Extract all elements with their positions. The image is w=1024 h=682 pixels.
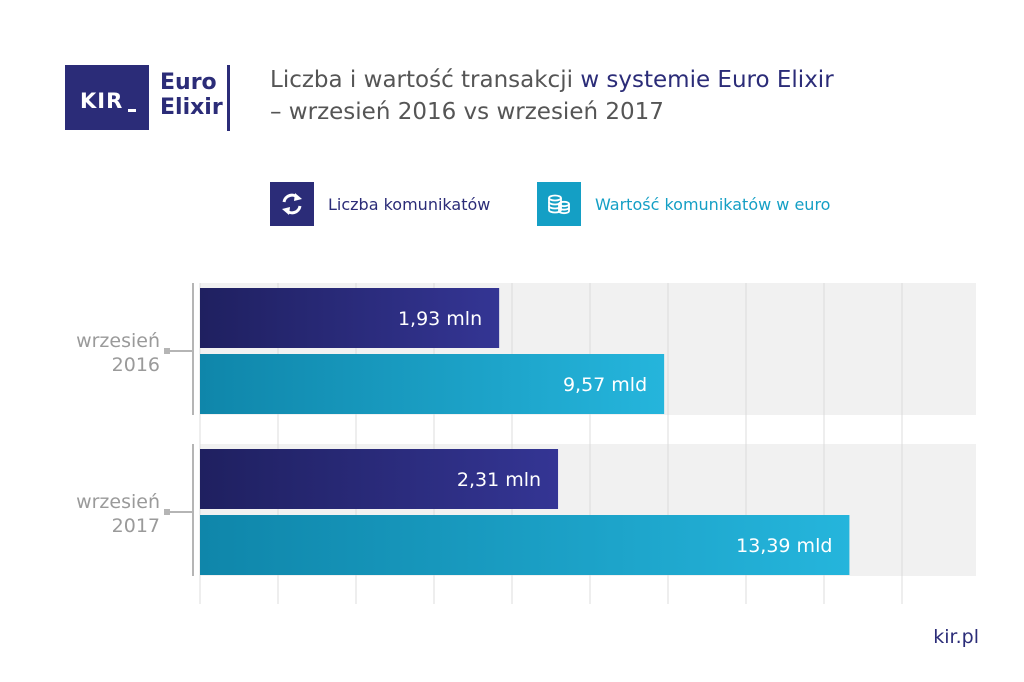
title-line-1-plain: Liczba i wartość transakcji [270,67,581,93]
category-label-line1: wrzesień [76,330,160,352]
kir-logo-dash [128,109,136,112]
bar-count [200,449,559,509]
bar-data-label: 1,93 mln [398,308,482,330]
logo-divider [227,65,230,131]
bar-count [200,288,500,348]
legend-label-value: Wartość komunikatów w euro [595,194,831,214]
category-marker [164,348,170,354]
category-marker [164,509,170,515]
title-line-1-accent: w systemie Euro Elixir [580,67,834,93]
legend-label-count: Liczba komunikatów [328,194,491,214]
logo-euro-text: Euro [160,70,217,95]
coins-stack-icon [537,182,581,226]
legend-item-count: Liczba komunikatów [270,182,490,226]
footer-url[interactable]: kir.pl [933,626,979,648]
bar-data-label: 2,31 mln [457,469,541,491]
legend-item-value: Wartość komunikatów w euro [537,182,830,226]
bar-data-label: 13,39 mld [736,535,832,557]
category-label-line1: wrzesień [76,491,160,513]
bar-data-label: 9,57 mld [563,374,647,396]
kir-logo: KIR [65,65,149,130]
arrows-exchange-icon [270,182,314,226]
title-line-1: Liczba i wartość transakcji w systemie E… [270,64,834,96]
logo-elixir-text: Elixir [160,95,223,120]
category-label-line2: 2016 [112,354,160,376]
kir-logo-text: KIR [80,89,124,113]
category-label-line2: 2017 [112,515,160,537]
euro-elixir-logo: Euro Elixir [160,70,223,120]
bar-value [200,354,665,414]
title-line-2: – wrzesień 2016 vs wrzesień 2017 [270,99,664,125]
page-title: Liczba i wartość transakcji w systemie E… [270,64,834,128]
bar-value [200,515,850,575]
